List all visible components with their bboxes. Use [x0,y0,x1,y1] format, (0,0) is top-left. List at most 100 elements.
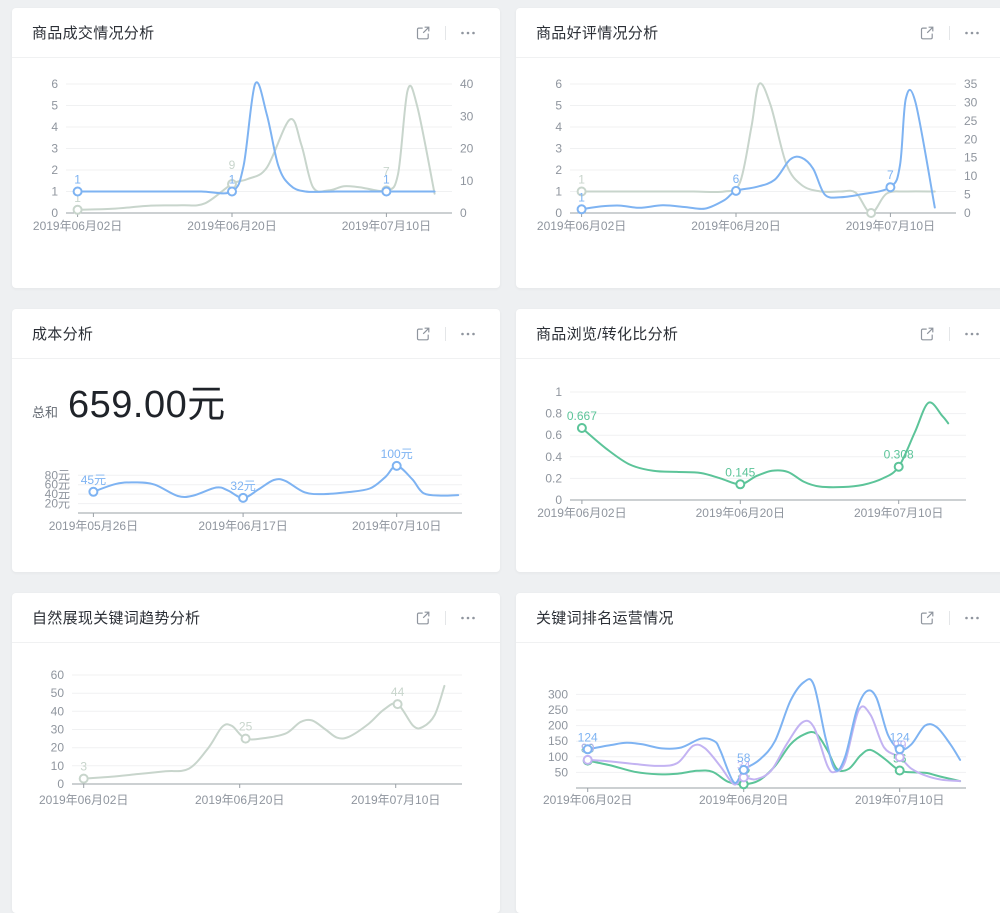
svg-text:100元: 100元 [381,447,413,461]
card-body: 50 100 150 200 250 300 2019年06月02日 2019年06月20日 2… [516,643,1000,853]
svg-text:20: 20 [51,741,65,755]
svg-text:1: 1 [383,173,390,187]
card-keyword-trend: 自然展现关键词趋势分析 0 10 20 30 40 50 60 2019年06月02日 2019… [12,593,500,913]
svg-text:1: 1 [51,185,58,199]
export-button[interactable] [411,21,435,45]
more-button[interactable] [456,606,480,630]
more-button[interactable] [960,606,984,630]
more-button[interactable] [960,322,984,346]
svg-text:25: 25 [239,720,253,734]
card-header: 商品成交情况分析 [12,8,500,58]
header-divider [949,610,950,625]
open-in-new-icon [920,611,934,624]
svg-text:0.6: 0.6 [545,428,562,442]
svg-text:0.145: 0.145 [725,465,755,479]
card-body: 0 1 2 3 4 5 6 0 5 10 15 20 25 30 35 2019年06月02日 2019年06月… [516,58,1000,262]
svg-text:5: 5 [964,188,971,202]
svg-text:2019年07月10日: 2019年07月10日 [342,219,431,233]
svg-text:7: 7 [383,164,390,178]
svg-text:200: 200 [548,719,568,733]
svg-text:0.308: 0.308 [884,448,914,462]
more-button[interactable] [456,21,480,45]
svg-text:6: 6 [733,172,740,186]
svg-text:2019年07月10日: 2019年07月10日 [352,519,441,533]
svg-text:2019年06月20日: 2019年06月20日 [699,793,788,807]
card-deal-analysis: 商品成交情况分析 0 1 2 3 4 5 6 0 10 20 30 40 2019年06月02日 2019… [12,8,500,288]
export-button[interactable] [915,21,939,45]
export-button[interactable] [915,322,939,346]
svg-text:1: 1 [74,173,81,187]
svg-text:10: 10 [460,174,474,188]
svg-text:150: 150 [548,734,568,748]
svg-text:45元: 45元 [81,473,106,487]
card-header: 自然展现关键词趋势分析 [12,593,500,643]
svg-text:10: 10 [51,759,65,773]
svg-text:0: 0 [51,206,58,220]
card-body: 0 1 2 3 4 5 6 0 10 20 30 40 2019年06月02日 2019年06月20日 20… [12,58,500,262]
svg-text:250: 250 [548,703,568,717]
svg-text:0: 0 [460,206,467,220]
svg-text:2019年06月02日: 2019年06月02日 [537,219,626,233]
svg-text:1: 1 [74,191,81,205]
svg-text:2019年07月10日: 2019年07月10日 [855,793,944,807]
card-header: 成本分析 [12,309,500,359]
svg-text:300: 300 [548,687,568,701]
open-in-new-icon [416,611,430,624]
svg-text:2019年07月10日: 2019年07月10日 [846,219,935,233]
card-title: 关键词排名运营情况 [536,610,674,627]
ellipsis-icon [965,31,979,34]
card-body: 总和 659.00元 20元 40元 60元 80元 2019年05月26日 2019年0… [12,359,500,553]
svg-text:60元: 60元 [45,478,70,492]
ellipsis-icon [461,31,475,34]
svg-text:44: 44 [391,685,405,699]
svg-text:2: 2 [555,163,562,177]
svg-text:1: 1 [555,185,562,199]
card-keyword-rank: 关键词排名运营情况 50 100 150 200 250 300 2019年06月02日 20… [516,593,1000,913]
export-button[interactable] [915,606,939,630]
card-body: 0 10 20 30 40 50 60 2019年06月02日 2019年06月20日 2019年… [12,643,500,853]
svg-text:58: 58 [737,751,751,765]
card-title: 成本分析 [32,326,94,343]
svg-text:40元: 40元 [45,487,70,501]
more-button[interactable] [456,322,480,346]
export-button[interactable] [411,322,435,346]
svg-text:7: 7 [887,168,894,182]
open-in-new-icon [920,26,934,39]
deal-analysis-chart: 0 1 2 3 4 5 6 0 10 20 30 40 2019年06月02日 2019年06月20日 20… [33,77,474,233]
svg-text:50: 50 [51,686,65,700]
svg-text:40: 40 [51,704,65,718]
ellipsis-icon [461,332,475,335]
svg-text:2019年06月20日: 2019年06月20日 [691,219,780,233]
card-conversion-analysis: 商品浏览/转化比分析 0 0.2 0.4 0.6 0.8 1 2019年06月02日 2019… [516,309,1000,572]
ellipsis-icon [965,332,979,335]
svg-text:2: 2 [51,163,58,177]
svg-text:3: 3 [555,142,562,156]
svg-text:2019年07月10日: 2019年07月10日 [854,506,943,520]
more-button[interactable] [960,21,984,45]
export-button[interactable] [411,606,435,630]
svg-text:124: 124 [890,730,910,744]
svg-text:124: 124 [578,730,598,744]
svg-text:2019年06月02日: 2019年06月02日 [543,793,632,807]
header-divider [949,326,950,341]
svg-text:100: 100 [548,750,568,764]
svg-text:2019年07月10日: 2019年07月10日 [351,793,440,807]
svg-text:2019年06月17日: 2019年06月17日 [198,519,287,533]
ellipsis-icon [965,616,979,619]
svg-text:4: 4 [555,120,562,134]
svg-text:30: 30 [964,95,978,109]
svg-text:30: 30 [51,723,65,737]
card-cost-analysis: 成本分析 总和 659.00元 20元 40元 60元 80元 2019年05月26日 2… [12,309,500,572]
card-title: 商品浏览/转化比分析 [536,326,679,343]
ellipsis-icon [461,616,475,619]
card-header: 商品好评情况分析 [516,8,1000,58]
svg-text:2019年06月02日: 2019年06月02日 [537,506,626,520]
svg-text:2019年06月20日: 2019年06月20日 [187,219,276,233]
svg-text:3: 3 [80,760,87,774]
svg-text:2019年05月26日: 2019年05月26日 [49,519,138,533]
svg-text:1: 1 [229,173,236,187]
svg-text:2019年06月20日: 2019年06月20日 [195,793,284,807]
card-title: 商品成交情况分析 [32,25,155,42]
